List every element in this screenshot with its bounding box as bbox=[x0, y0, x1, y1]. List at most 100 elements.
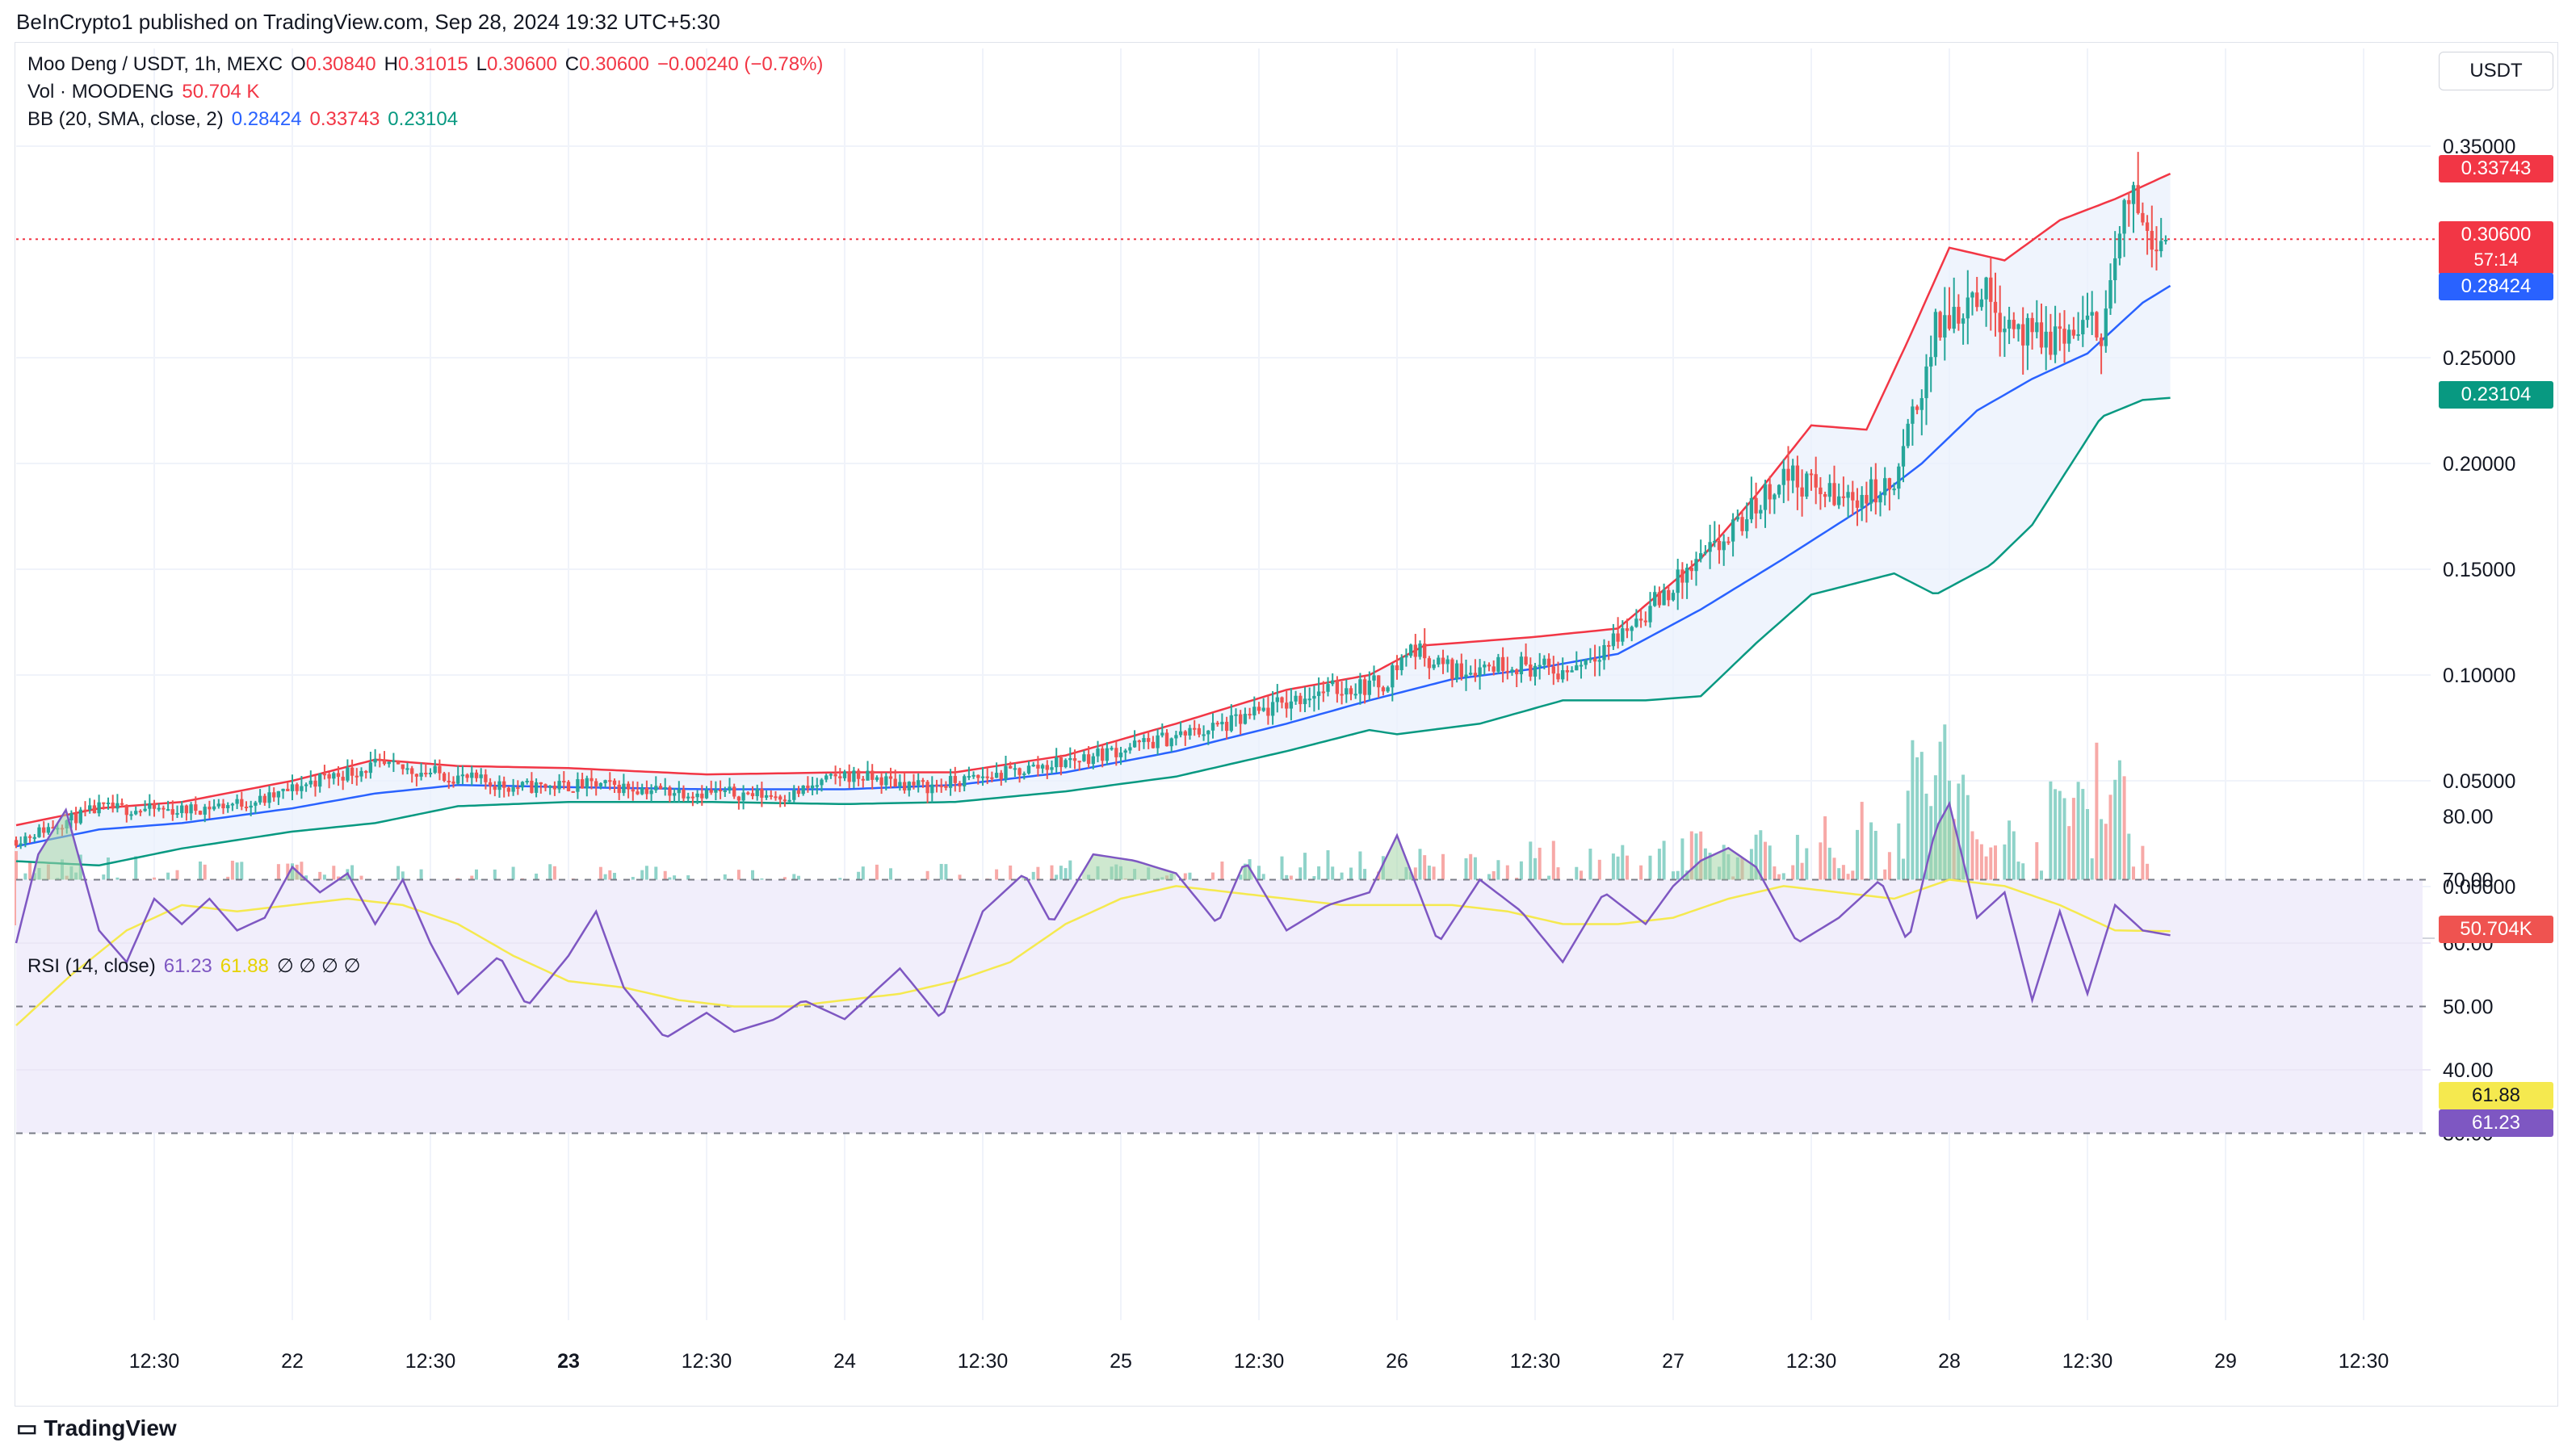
time-tick-label: 12:30 bbox=[682, 1350, 732, 1373]
candle-body bbox=[820, 779, 824, 786]
candle-body bbox=[1515, 669, 1519, 675]
candle-body bbox=[1215, 723, 1219, 725]
candle-body bbox=[396, 760, 401, 765]
candle-body bbox=[958, 782, 962, 786]
candle-body bbox=[1413, 644, 1417, 657]
candle-body bbox=[732, 786, 736, 797]
candle-body bbox=[1897, 466, 1901, 489]
bb-label[interactable]: BB (20, SMA, close, 2) bbox=[27, 108, 224, 130]
candle-body bbox=[1248, 714, 1252, 716]
volume-bar bbox=[1970, 831, 1974, 925]
candle-body bbox=[295, 784, 299, 791]
candle-body bbox=[318, 774, 322, 787]
candle-body bbox=[930, 784, 934, 794]
rsi-label[interactable]: RSI (14, close) bbox=[27, 955, 156, 977]
candle-body bbox=[566, 782, 571, 791]
candle-body bbox=[1349, 688, 1353, 694]
tradingview-logo[interactable]: ▭ TradingView bbox=[16, 1415, 177, 1441]
candle-body bbox=[1726, 541, 1731, 543]
candle-body bbox=[1082, 754, 1086, 761]
candle-body bbox=[148, 803, 152, 809]
candle-body bbox=[1391, 665, 1395, 688]
candle-body bbox=[111, 803, 115, 809]
candle-body bbox=[999, 773, 1003, 780]
candle-body bbox=[866, 770, 870, 781]
candle-body bbox=[1957, 307, 1961, 324]
candle-body bbox=[203, 807, 207, 815]
candle-body bbox=[433, 765, 437, 774]
candle-body bbox=[1257, 707, 1261, 711]
candle-body bbox=[1243, 714, 1248, 724]
candle-body bbox=[1123, 750, 1127, 753]
candle-body bbox=[488, 782, 493, 786]
candle-body bbox=[778, 796, 782, 800]
candle-body bbox=[2030, 317, 2034, 333]
candle-body bbox=[184, 805, 189, 814]
candle-body bbox=[78, 809, 82, 824]
candle-body bbox=[1478, 667, 1482, 677]
candle-body bbox=[1340, 694, 1344, 696]
candle-body bbox=[189, 804, 193, 814]
candle-body bbox=[2058, 326, 2062, 329]
candle-body bbox=[162, 807, 166, 810]
currency-button[interactable]: USDT bbox=[2439, 52, 2553, 90]
candle-body bbox=[1781, 468, 1785, 485]
candle-body bbox=[1229, 715, 1233, 732]
candle-body bbox=[1234, 714, 1238, 716]
candle-body bbox=[944, 785, 948, 788]
candle-body bbox=[1418, 644, 1422, 657]
volume-label[interactable]: Vol · MOODENG bbox=[27, 81, 174, 103]
candle-body bbox=[1496, 656, 1500, 672]
candle-body bbox=[769, 795, 773, 797]
candle-body bbox=[1423, 644, 1427, 659]
candle-body bbox=[1362, 679, 1367, 695]
candle-body bbox=[585, 778, 589, 789]
candle-body bbox=[1156, 735, 1160, 748]
candle-body bbox=[985, 776, 989, 778]
candle-body bbox=[796, 790, 801, 795]
candle-body bbox=[1607, 644, 1611, 647]
candle-body bbox=[484, 774, 488, 782]
candle-body bbox=[548, 786, 552, 788]
candle-body bbox=[1648, 606, 1652, 623]
candle-body bbox=[1312, 695, 1316, 699]
candle-body bbox=[1183, 731, 1187, 736]
candle-body bbox=[286, 788, 290, 791]
rsi-overbought-fill bbox=[1242, 865, 1254, 880]
volume-bar bbox=[1966, 795, 1970, 925]
bb-lower-value: 0.23104 bbox=[388, 108, 459, 130]
candle-body bbox=[1377, 675, 1381, 688]
candle-body bbox=[428, 773, 433, 775]
candle-body bbox=[948, 776, 953, 788]
volume-bar bbox=[2095, 742, 2099, 925]
candle-body bbox=[456, 775, 460, 784]
candle-body bbox=[1943, 315, 1947, 338]
candle-body bbox=[479, 774, 483, 778]
candle-body bbox=[1321, 691, 1325, 694]
candle-body bbox=[438, 765, 442, 774]
candle-body bbox=[668, 786, 672, 796]
candle-body bbox=[1653, 592, 1657, 606]
symbol-title[interactable]: Moo Deng / USDT, 1h, MEXC bbox=[27, 53, 283, 75]
candle-body bbox=[1671, 593, 1676, 601]
candle-body bbox=[1970, 292, 1974, 298]
candle-body bbox=[308, 780, 313, 785]
candle-body bbox=[608, 780, 612, 782]
candle-body bbox=[1901, 446, 1906, 467]
candle-body bbox=[134, 811, 138, 815]
candle-body bbox=[304, 784, 308, 786]
close-value: 0.30600 bbox=[579, 53, 649, 75]
rsi-line bbox=[15, 800, 2171, 1038]
time-tick-label: 27 bbox=[1662, 1350, 1684, 1373]
volume-bar bbox=[2071, 798, 2075, 925]
candle-body bbox=[37, 827, 41, 837]
candle-body bbox=[1487, 665, 1491, 667]
candle-body bbox=[1055, 757, 1059, 768]
time-tick-label: 22 bbox=[281, 1350, 304, 1373]
candle-body bbox=[1164, 732, 1169, 747]
candle-body bbox=[73, 813, 78, 824]
candle-body bbox=[1132, 740, 1137, 748]
candle-body bbox=[1841, 496, 1846, 498]
candle-body bbox=[115, 803, 120, 809]
